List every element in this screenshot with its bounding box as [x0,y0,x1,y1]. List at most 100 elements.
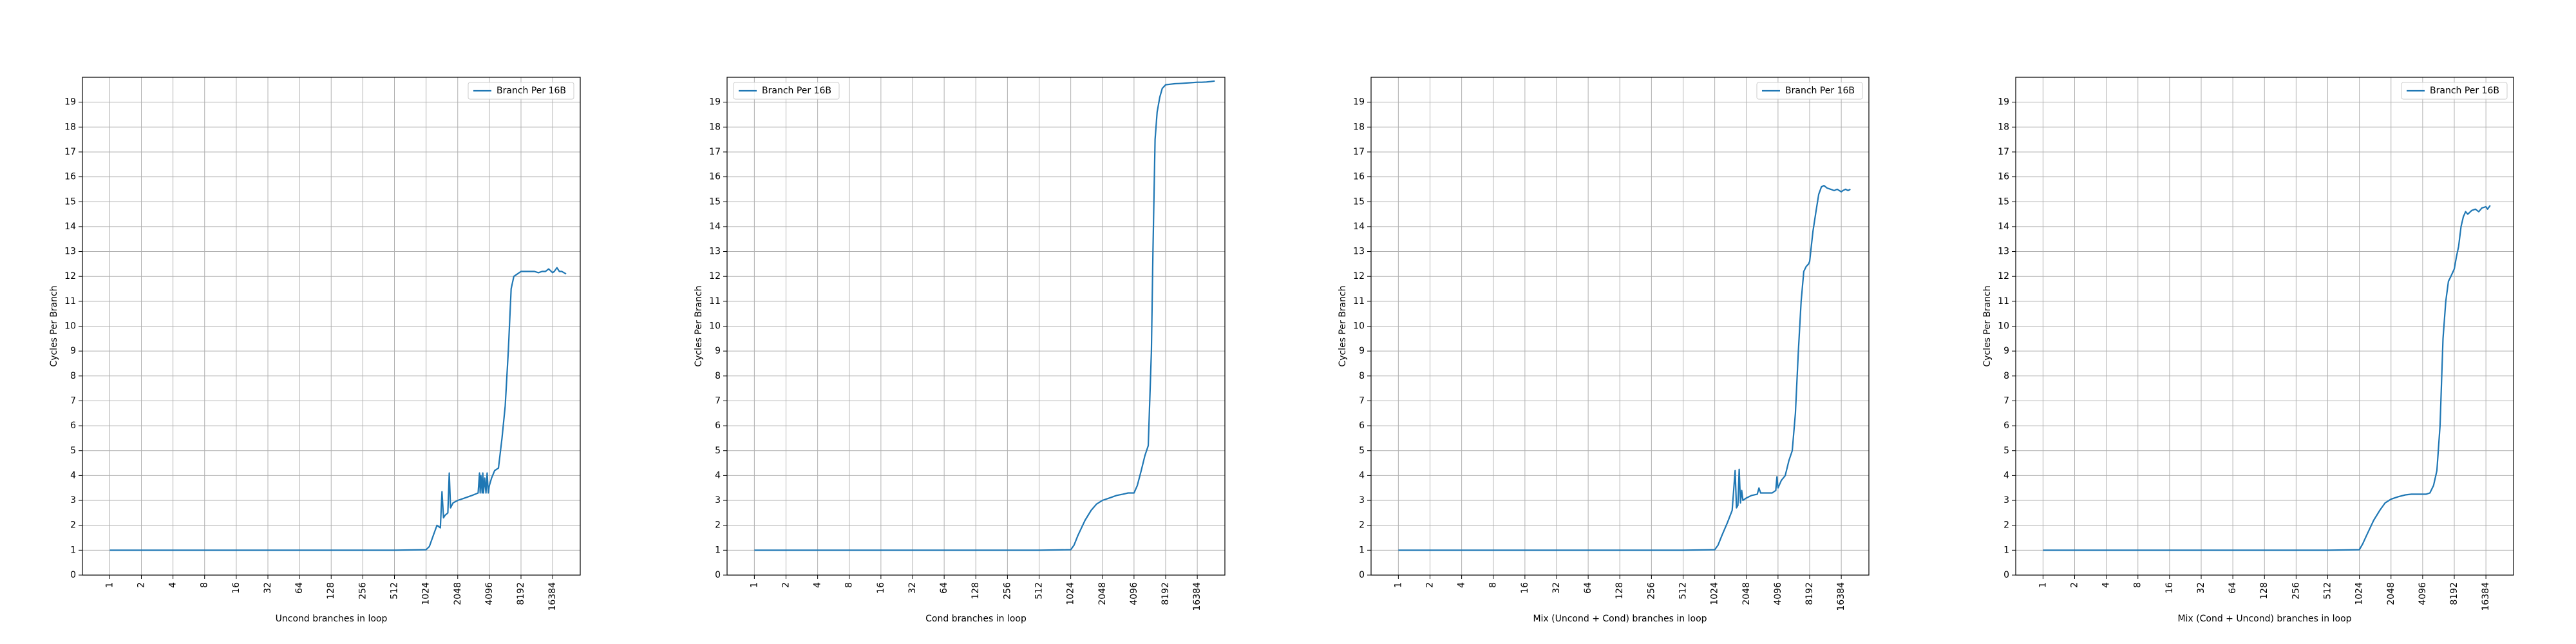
series-line [2043,205,2491,551]
y-tick-label: 8 [2003,371,2009,381]
x-tick-label: 128 [326,582,336,600]
y-tick-label: 12 [709,271,721,281]
y-axis-label: Cycles Per Branch [1338,285,1348,366]
x-tick-label: 4 [1457,582,1467,588]
y-axis-label: Cycles Per Branch [49,285,59,366]
y-tick-label: 3 [715,495,721,506]
y-tick-label: 16 [1998,172,2009,182]
y-tick-label: 0 [2003,570,2009,580]
x-tick-label: 64 [939,582,949,594]
y-tick-label: 7 [70,395,76,406]
y-tick-label: 4 [1359,470,1365,480]
x-tick-label: 16 [1520,582,1530,594]
y-tick-label: 9 [715,346,721,356]
y-tick-label: 13 [64,247,76,257]
y-tick-label: 18 [709,122,721,132]
x-tick-label: 16 [2164,582,2175,594]
y-tick-label: 18 [64,122,76,132]
y-tick-label: 4 [715,470,721,480]
y-tick-label: 8 [70,371,76,381]
y-tick-label: 18 [1353,122,1365,132]
y-tick-label: 13 [1998,247,2009,257]
y-tick-label: 12 [64,271,76,281]
y-tick-label: 13 [709,247,721,257]
x-tick-label: 16 [231,582,242,594]
x-tick-label: 32 [907,582,918,594]
x-tick-label: 1 [749,582,759,588]
y-tick-label: 12 [1353,271,1365,281]
x-tick-label: 64 [294,582,305,594]
legend-box [1756,82,1863,100]
y-tick-label: 5 [70,446,76,456]
y-tick-label: 9 [1359,346,1365,356]
x-tick-label: 1024 [2354,582,2365,605]
y-tick-label: 10 [64,321,76,332]
y-tick-label: 15 [64,196,76,207]
grid [2016,77,2514,576]
y-tick-label: 8 [1359,371,1365,381]
y-tick-label: 10 [709,321,721,332]
y-tick-label: 8 [715,371,721,381]
y-tick-label: 16 [709,172,721,182]
legend-label: Branch Per 16B [497,86,566,96]
x-axis-label: Mix (Cond + Uncond) branches in loop [2177,614,2351,624]
x-tick-label: 512 [390,582,400,600]
series-line [1398,185,1851,551]
x-tick-label: 4 [2101,582,2112,588]
y-tick-label: 9 [2003,346,2009,356]
x-tick-label: 8 [844,582,855,588]
y-tick-label: 17 [64,147,76,157]
x-axis-label: Uncond branches in loop [276,614,388,624]
y-tick-label: 11 [709,296,721,307]
y-tick-label: 14 [709,222,721,232]
x-tick-label: 8 [1488,582,1499,588]
y-tick-label: 17 [1998,147,2009,157]
x-tick-label: 1024 [1066,582,1076,605]
legend-box [2401,82,2508,100]
x-tick-label: 2 [137,582,147,588]
legend-box [733,82,840,100]
x-tick-label: 128 [1615,582,1625,600]
y-tick-label: 1 [2003,545,2009,555]
chart-mix-cond-uncond: 1 2 4 8 16 32 64 128 256 512 1024 2048 4096 8192 16384… [1982,77,2514,624]
x-tick-label: 4 [168,582,178,588]
x-tick-label: 8192 [2449,582,2459,605]
x-tick-label: 64 [2228,582,2238,594]
y-tick-label: 10 [1353,321,1365,332]
x-tick-label: 4096 [484,582,495,605]
y-tick-label: 15 [1353,196,1365,207]
x-tick-label: 8192 [1804,582,1815,605]
x-tick-label: 2048 [1741,582,1752,605]
y-tick-label: 11 [64,296,76,307]
y-tick-label: 14 [64,222,76,232]
y-tick-label: 16 [1353,172,1365,182]
legend-label: Branch Per 16B [1785,86,1855,96]
y-tick-label: 6 [2003,421,2009,431]
y-tick-label: 18 [1998,122,2009,132]
y-tick-label: 17 [1353,147,1365,157]
x-tick-label: 16384 [1192,582,1202,611]
y-tick-label: 17 [709,147,721,157]
series-line [754,80,1215,551]
y-axis-label: Cycles Per Branch [694,285,704,366]
x-tick-label: 16384 [2481,582,2491,611]
x-tick-label: 2048 [1097,582,1108,605]
x-tick-label: 128 [971,582,981,600]
x-tick-label: 8 [2133,582,2143,588]
y-tick-label: 5 [1359,446,1365,456]
y-tick-label: 1 [70,545,76,555]
x-tick-label: 32 [1551,582,1562,594]
x-tick-label: 512 [1678,582,1689,600]
x-tick-label: 256 [357,582,368,600]
legend-label: Branch Per 16B [762,86,831,96]
y-tick-label: 19 [709,97,721,108]
legend-box [468,82,574,100]
chart-cond: 1 2 4 8 16 32 64 128 256 512 1024 2048 4096 8192 16384… [694,77,1226,624]
x-tick-label: 64 [1583,582,1593,594]
x-tick-label: 256 [2291,582,2301,600]
y-tick-label: 3 [2003,495,2009,506]
x-tick-label: 16 [876,582,886,594]
y-tick-label: 3 [1359,495,1365,506]
y-tick-label: 2 [2003,520,2009,531]
y-tick-label: 7 [2003,395,2009,406]
